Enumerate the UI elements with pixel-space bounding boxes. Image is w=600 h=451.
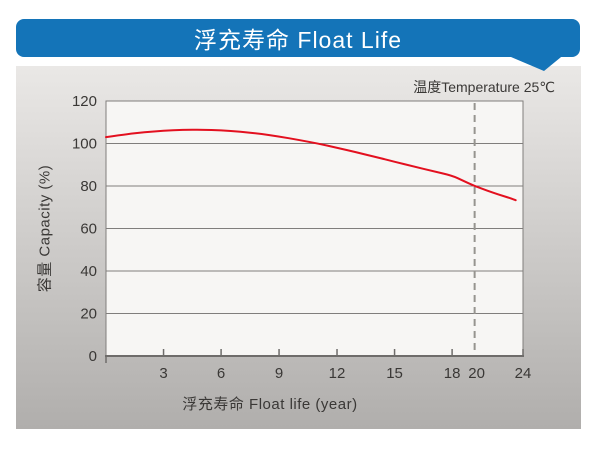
y-tick-label-100: 100 bbox=[72, 136, 97, 153]
temperature-annotation: 温度Temperature 25℃ bbox=[413, 79, 555, 95]
y-tick-label-60: 60 bbox=[80, 221, 97, 238]
y-tick-label-120: 120 bbox=[72, 93, 97, 110]
y-tick-label-0: 0 bbox=[89, 348, 97, 365]
page-title: 浮充寿命 Float Life bbox=[194, 27, 402, 53]
x-axis-title: 浮充寿命 Float life (year) bbox=[182, 396, 358, 413]
x-tick-label-24: 24 bbox=[515, 365, 532, 382]
y-axis-title: 容量 Capacity (%) bbox=[36, 164, 54, 293]
x-tick-label-18: 18 bbox=[444, 365, 461, 382]
x-tick-label-20: 20 bbox=[468, 365, 485, 382]
x-tick-label-12: 12 bbox=[329, 365, 346, 382]
y-axis-title-wrap: 容量 Capacity (%) bbox=[26, 101, 62, 356]
x-tick-label-6: 6 bbox=[217, 365, 225, 382]
y-tick-label-80: 80 bbox=[80, 178, 97, 195]
x-tick-label-9: 9 bbox=[275, 365, 283, 382]
header-banner: 浮充寿命 Float Life bbox=[16, 19, 580, 57]
y-tick-label-40: 40 bbox=[80, 263, 97, 280]
x-tick-label-15: 15 bbox=[386, 365, 403, 382]
x-tick-label-3: 3 bbox=[159, 365, 167, 382]
y-tick-label-20: 20 bbox=[80, 306, 97, 323]
capacity-curve bbox=[105, 128, 517, 202]
